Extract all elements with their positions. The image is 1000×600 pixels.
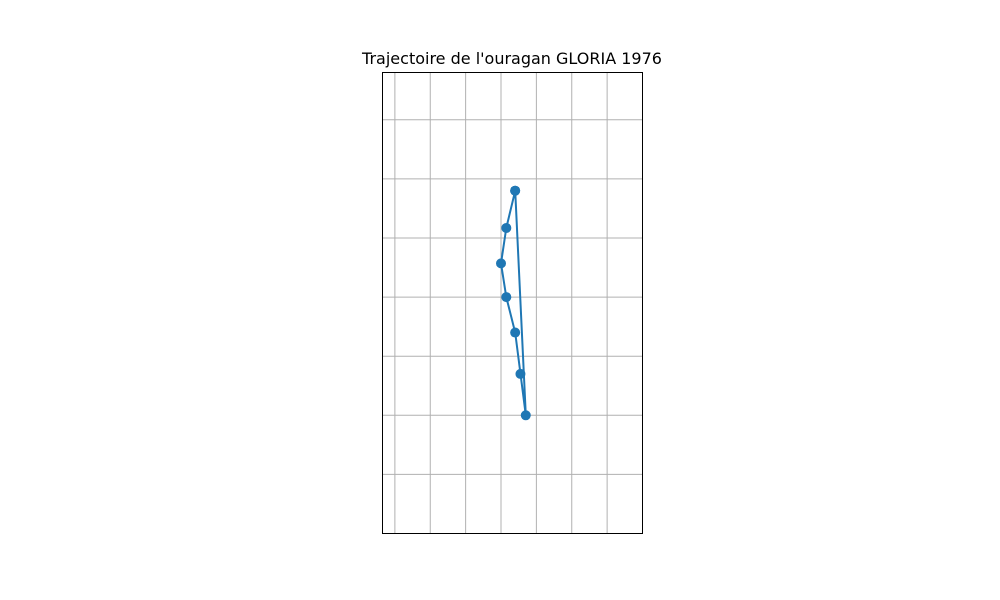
- track-point: [515, 368, 526, 379]
- track-point: [501, 222, 512, 233]
- track-point: [501, 292, 512, 303]
- track-point: [510, 185, 521, 196]
- track-line: [500, 190, 527, 417]
- chart-title: Trajectoire de l'ouragan GLORIA 1976: [361, 49, 662, 68]
- track-point: [496, 258, 507, 269]
- track-point: [510, 327, 521, 338]
- hurricane-track: [500, 190, 527, 417]
- track-points: [496, 185, 531, 421]
- grid-lines: [382, 72, 643, 534]
- track-point: [520, 410, 531, 421]
- plot-frame: [382, 72, 643, 534]
